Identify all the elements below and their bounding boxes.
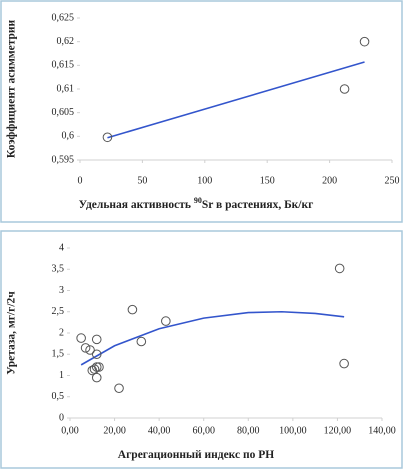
x-tick-label: 120,00 — [324, 425, 352, 436]
y-tick-label: 0,6 — [62, 131, 75, 142]
x-tick-label: 40,00 — [148, 425, 171, 436]
y-tick-label: 0,605 — [52, 107, 75, 118]
data-point — [91, 372, 102, 383]
data-point — [136, 336, 147, 347]
x-tick-label: 100 — [197, 175, 212, 186]
data-point — [91, 362, 102, 372]
x-axis-title: Агрегационный индекс по PH — [118, 449, 275, 461]
x-tick-label: 200 — [322, 175, 337, 186]
data-point — [91, 349, 102, 360]
chart-frame — [0, 0, 403, 223]
x-tick-label: 0 — [78, 175, 83, 186]
x-tick-label: 20,00 — [103, 425, 126, 436]
y-tick-label: 0,61 — [57, 83, 75, 94]
x-axis-title-part: Sr в растениях, Бк/кг — [202, 199, 314, 211]
y-tick-label: 0,62 — [57, 36, 75, 47]
data-point — [359, 36, 370, 47]
x-tick-label: 60,00 — [192, 425, 215, 436]
data-point — [102, 132, 113, 143]
data-point — [334, 263, 345, 274]
data-point — [85, 345, 95, 355]
x-tick-label: 0,00 — [61, 425, 79, 436]
x-tick-label: 150 — [260, 175, 275, 186]
data-point — [91, 334, 102, 345]
data-point — [80, 343, 91, 353]
y-tick-label: 1 — [59, 370, 64, 381]
x-tick-label: 250 — [385, 175, 400, 186]
data-point — [339, 358, 349, 369]
chart-frame — [0, 230, 403, 469]
x-axis-title-part: 90 — [194, 196, 202, 205]
data-point — [76, 333, 86, 343]
data-point — [161, 316, 171, 326]
x-tick-label: 140,00 — [368, 425, 396, 436]
trend-line — [107, 61, 365, 139]
y-tick-label: 0 — [59, 412, 64, 423]
x-tick-label: 80,00 — [237, 425, 260, 436]
data-point — [94, 362, 104, 372]
y-tick-label: 3,5 — [52, 264, 65, 275]
y-tick-label: 4 — [59, 242, 64, 253]
x-tick-label: 100,00 — [279, 425, 307, 436]
x-axis-title-part: Агрегационный индекс по PH — [118, 449, 275, 461]
y-axis-title: Уретаза, мг/г/2ч — [6, 291, 18, 375]
y-tick-label: 1,5 — [52, 349, 65, 360]
trend-line — [80, 310, 345, 366]
x-axis-title: Удельная активность 90Sr в растениях, Бк… — [79, 196, 314, 211]
y-tick-label: 0,615 — [52, 60, 75, 71]
y-tick-label: 3 — [59, 285, 64, 296]
data-point — [114, 383, 124, 394]
x-tick-label: 50 — [137, 175, 147, 186]
y-tick-label: 0,625 — [52, 12, 75, 23]
x-axis-title-part: Удельная активность — [79, 199, 194, 211]
y-tick-label: 2 — [59, 327, 64, 338]
data-point — [339, 84, 350, 94]
y-axis-title: Коэффициент асимметрии — [6, 19, 18, 158]
y-tick-label: 0,5 — [52, 391, 65, 402]
y-tick-label: 0,595 — [52, 154, 75, 165]
y-tick-label: 2,5 — [52, 306, 65, 317]
data-point — [127, 304, 138, 315]
